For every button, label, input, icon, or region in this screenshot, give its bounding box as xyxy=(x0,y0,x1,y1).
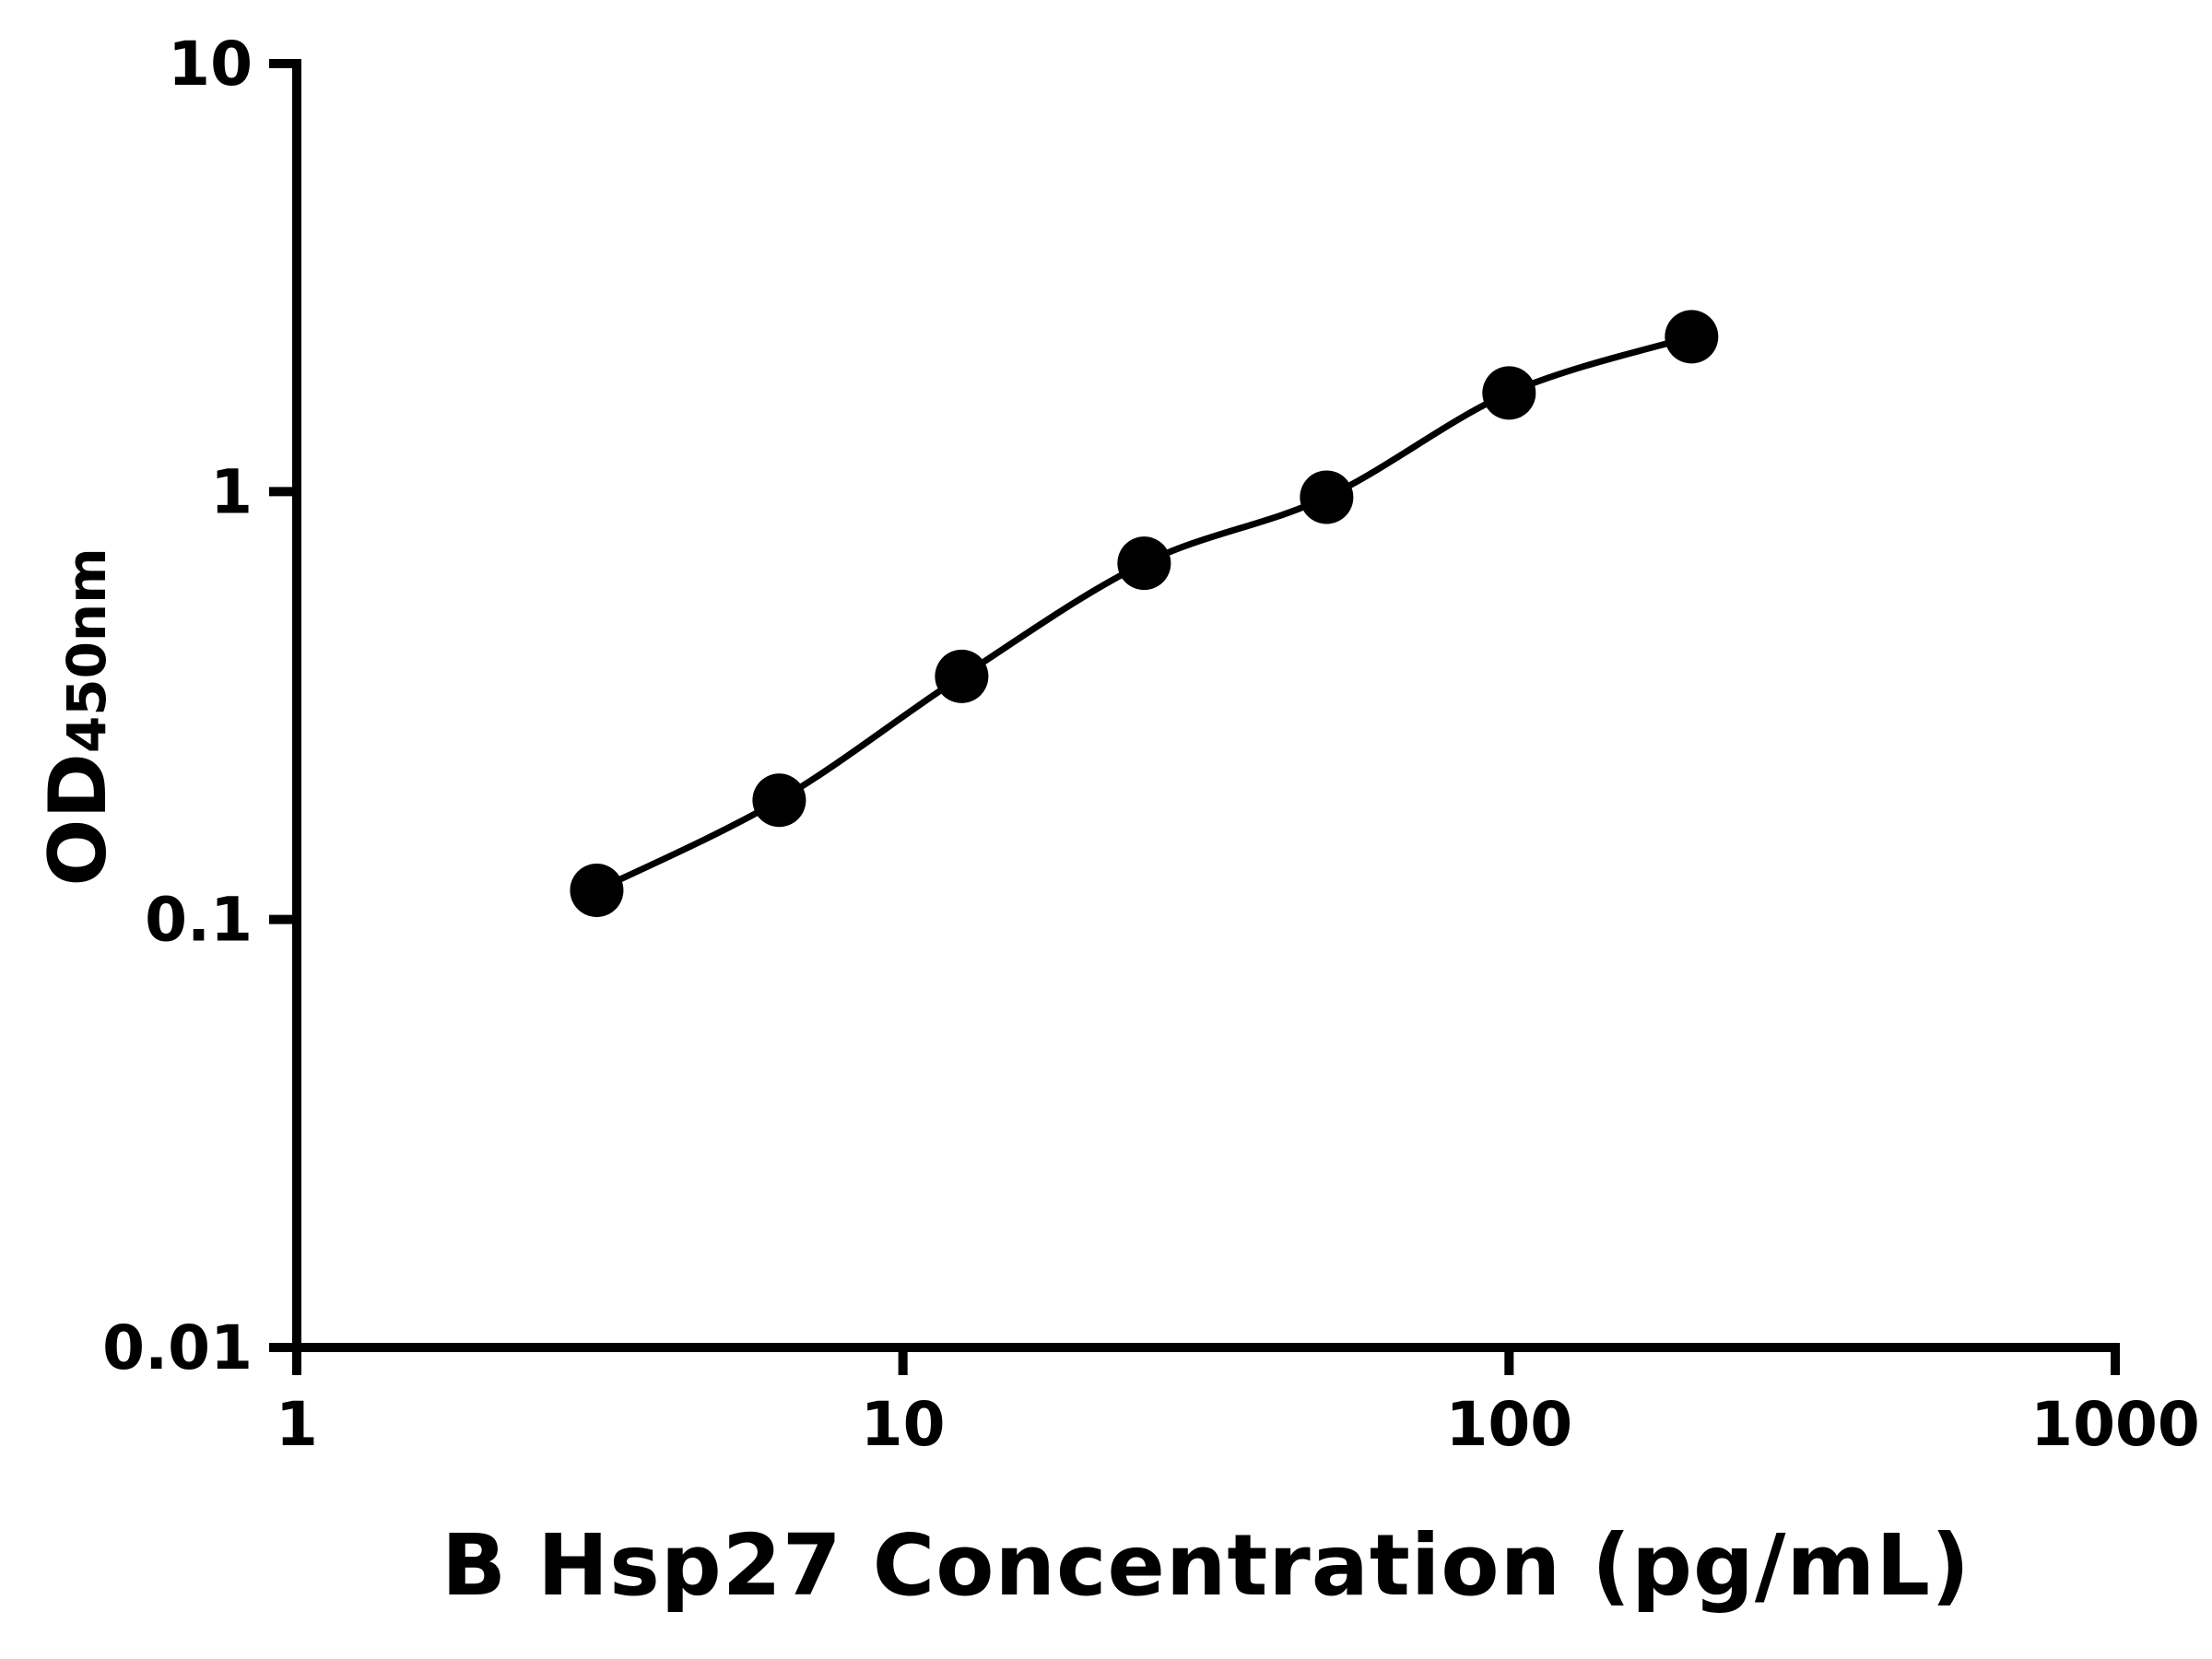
y-axis-label-subscript: 450nm xyxy=(55,547,118,754)
data-point xyxy=(935,649,989,703)
y-tick-label: 10 xyxy=(168,29,253,100)
data-point xyxy=(1117,536,1171,591)
x-tick-label: 1000 xyxy=(2030,1389,2200,1460)
y-tick-label: 1 xyxy=(210,456,253,527)
data-point xyxy=(1665,310,1719,364)
y-tick-label: 0.01 xyxy=(102,1312,253,1383)
data-point xyxy=(752,773,806,828)
y-axis-label: OD450nm xyxy=(32,547,124,886)
y-tick-label: 0.1 xyxy=(145,885,253,956)
x-tick-label: 1 xyxy=(276,1389,318,1460)
x-axis-label: B Hsp27 Concentration (pg/mL) xyxy=(441,1516,1971,1615)
axes-spine xyxy=(292,59,2120,1352)
data-point xyxy=(570,864,624,918)
data-point xyxy=(1482,366,1536,420)
y-axis-label-main: OD xyxy=(32,753,124,887)
x-tick-label: 10 xyxy=(861,1389,946,1460)
data-point xyxy=(1300,470,1354,524)
x-tick-label: 100 xyxy=(1445,1389,1572,1460)
